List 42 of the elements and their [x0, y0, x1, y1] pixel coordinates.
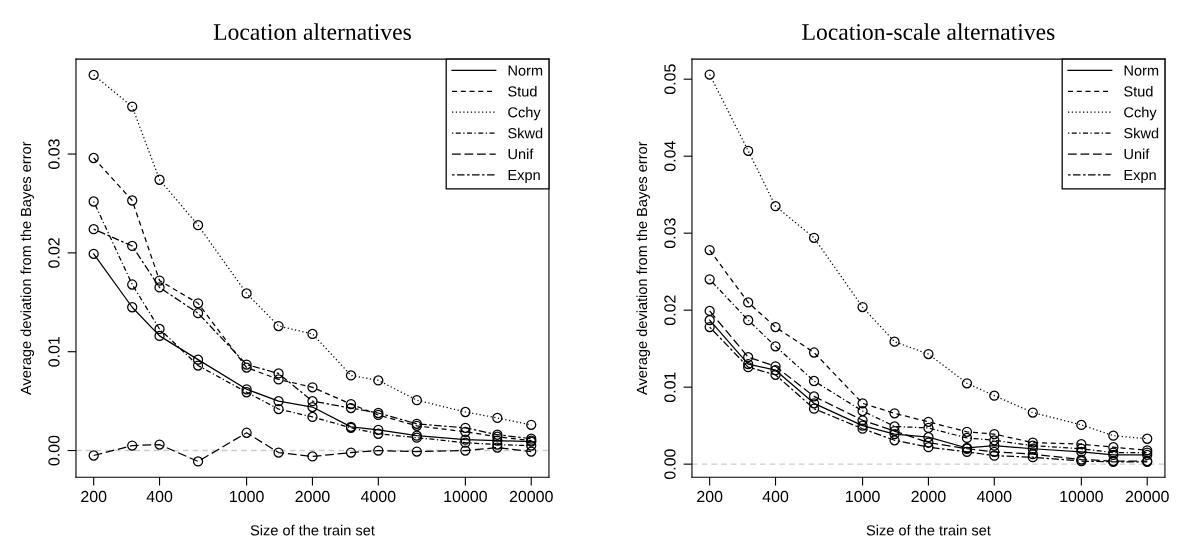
legend-label: Cchy [1124, 106, 1157, 121]
chart-title: Location alternatives [213, 23, 411, 40]
legend-label: Cchy [508, 106, 541, 121]
y-axis-title: Average deviation from the Bayes error [636, 141, 650, 395]
x-tick-label: 400 [762, 490, 789, 503]
y-tick-label: 0.05 [664, 64, 676, 95]
legend-label: Expn [1124, 169, 1156, 184]
x-tick-label: 2000 [911, 490, 946, 503]
x-tick-label: 1000 [230, 490, 264, 503]
x-tick-label: 10000 [1060, 490, 1103, 503]
legend-label: Unif [1124, 148, 1150, 160]
x-tick-label: 200 [697, 490, 723, 503]
x-tick-label: 4000 [976, 490, 1012, 503]
y-tick-label: 0.01 [664, 372, 676, 403]
chart-title: Location-scale alternatives [802, 23, 1055, 40]
legend-label: Skwd [508, 127, 543, 139]
legend-label: Stud [508, 85, 537, 97]
y-tick-label: 0.03 [664, 218, 676, 249]
x-tick-label: 10000 [444, 490, 487, 503]
x-tick-label: 200 [81, 490, 107, 503]
legend-label: Stud [1124, 85, 1153, 97]
y-tick-label: 0.00 [48, 435, 60, 466]
legend-label: Expn [508, 169, 540, 184]
x-tick-label: 1000 [846, 490, 880, 503]
y-tick-label: 0.03 [48, 139, 60, 169]
legend-label: Skwd [1124, 127, 1159, 139]
x-axis-title: Size of the train set [866, 524, 991, 536]
legend-label: Norm [508, 65, 543, 76]
x-axis-title: Size of the train set [250, 524, 375, 536]
y-tick-label: 0.02 [664, 295, 676, 326]
y-tick-label: 0.02 [48, 238, 60, 268]
x-tick-label: 20000 [509, 490, 553, 503]
y-tick-label: 0.04 [664, 141, 676, 172]
x-tick-label: 400 [146, 490, 173, 503]
x-tick-label: 2000 [295, 490, 330, 503]
y-tick-label: 0.00 [664, 449, 676, 480]
x-tick-label: 20000 [1125, 490, 1169, 503]
x-tick-label: 4000 [360, 490, 396, 503]
legend-label: Norm [1124, 65, 1159, 76]
legend-label: Unif [508, 148, 534, 160]
y-axis-title: Average deviation from the Bayes error [20, 141, 35, 395]
y-tick-label: 0.01 [48, 336, 60, 367]
